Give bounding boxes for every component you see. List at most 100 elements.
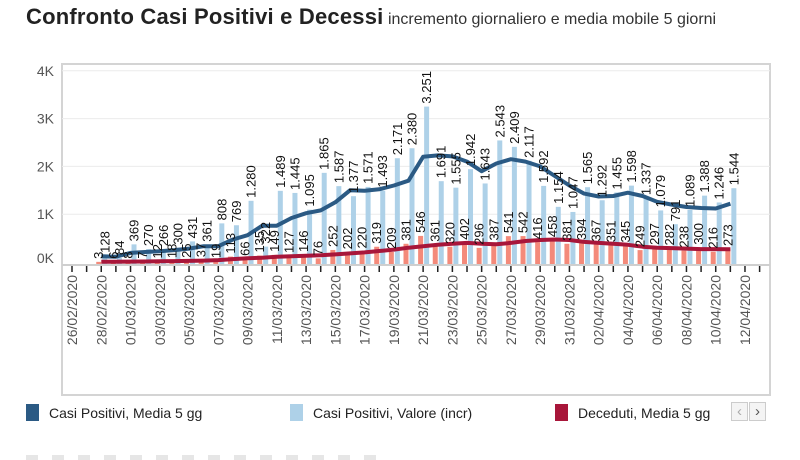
chart-title-block: Confronto Casi Positivi e Decessi increm… xyxy=(26,6,766,31)
bar-positivi xyxy=(175,247,181,264)
data-label-positivi: 1.493 xyxy=(375,155,390,188)
data-label-positivi: 1.691 xyxy=(434,146,449,179)
data-label-deceduti: 367 xyxy=(589,220,604,242)
bar-deceduti xyxy=(622,245,628,264)
bar-deceduti xyxy=(491,243,497,264)
data-label-positivi: 1.643 xyxy=(478,148,493,181)
data-label-deceduti: 6 xyxy=(106,251,121,258)
bar-deceduti xyxy=(330,249,336,264)
data-label-positivi: 270 xyxy=(141,224,156,246)
bar-deceduti xyxy=(637,250,643,264)
data-label-deceduti: 282 xyxy=(662,224,677,246)
x-tick-label: 19/03/2020 xyxy=(386,275,402,345)
data-label-deceduti: 8 xyxy=(121,251,136,258)
chevron-right-icon: › xyxy=(755,403,760,420)
legend-label-pos-avg: Casi Positivi, Media 5 gg xyxy=(49,404,203,421)
data-label-deceduti: 541 xyxy=(501,211,516,233)
bar-positivi xyxy=(585,187,591,264)
bar-positivi xyxy=(687,209,693,264)
data-label-positivi: 1.587 xyxy=(331,151,346,184)
bar-deceduti xyxy=(462,242,468,264)
bar-positivi xyxy=(307,209,313,264)
data-label-deceduti: 146 xyxy=(296,230,311,252)
bar-positivi xyxy=(614,192,620,264)
bar-deceduti xyxy=(520,236,526,264)
bar-deceduti xyxy=(403,243,409,264)
x-tick-label: 26/02/2020 xyxy=(64,275,80,345)
bar-positivi xyxy=(555,206,561,264)
x-tick-label: 23/03/2020 xyxy=(444,275,460,345)
data-label-deceduti: 361 xyxy=(428,220,443,242)
data-label-positivi: 322 xyxy=(258,222,273,244)
data-label-deceduti: 220 xyxy=(355,227,370,249)
bar-positivi xyxy=(541,185,547,264)
data-label-deceduti: 66 xyxy=(238,241,253,255)
x-tick-label: 07/03/2020 xyxy=(210,275,226,345)
bar-positivi xyxy=(292,192,298,264)
data-label-positivi: 1.544 xyxy=(726,153,741,186)
legend-label-death-avg: Deceduti, Media 5 gg xyxy=(578,404,711,421)
legend-item-pos-bar[interactable]: Casi Positivi, Valore (incr) xyxy=(290,404,472,421)
bar-deceduti xyxy=(242,258,248,264)
bar-positivi xyxy=(438,181,444,264)
data-label-positivi: 1.592 xyxy=(536,150,551,183)
data-label-positivi: 1.388 xyxy=(697,160,712,193)
chevron-left-icon: ‹ xyxy=(737,403,742,420)
legend-prev-button[interactable]: ‹ xyxy=(731,402,748,421)
legend-swatch-death-avg xyxy=(555,404,568,421)
data-label-deceduti: 297 xyxy=(647,223,662,245)
x-tick-label: 11/03/2020 xyxy=(269,275,285,344)
legend-label-pos-bar: Casi Positivi, Valore (incr) xyxy=(313,404,473,421)
legend-item-pos-avg[interactable]: Casi Positivi, Media 5 gg xyxy=(26,404,202,421)
data-label-deceduti: 149 xyxy=(267,230,282,252)
data-label-positivi: 1.455 xyxy=(609,157,624,190)
x-tick-label: 25/03/2020 xyxy=(474,275,490,345)
data-label-deceduti: 127 xyxy=(281,231,296,253)
y-tick-label: 3K xyxy=(37,111,55,127)
data-label-deceduti: 202 xyxy=(340,228,355,250)
data-label-positivi: 2.171 xyxy=(390,123,405,156)
bar-positivi xyxy=(702,195,708,264)
bar-deceduti xyxy=(447,246,453,264)
data-label-deceduti: 402 xyxy=(457,218,472,240)
bar-deceduti xyxy=(271,254,277,264)
data-label-positivi: 2.117 xyxy=(522,126,537,158)
x-tick-label: 02/04/2020 xyxy=(591,275,607,345)
data-label-positivi: 1.246 xyxy=(712,167,727,200)
bar-deceduti xyxy=(535,242,541,264)
x-tick-label: 09/03/2020 xyxy=(240,275,256,345)
legend-swatch-pos-bar xyxy=(290,404,303,421)
bar-deceduti xyxy=(696,247,702,264)
x-tick-label: 12/04/2020 xyxy=(737,275,753,345)
legend-next-button[interactable]: › xyxy=(749,402,766,421)
data-label-deceduti: 25 xyxy=(179,243,194,257)
bar-deceduti xyxy=(344,252,350,264)
x-tick-label: 10/04/2020 xyxy=(708,275,724,345)
bar-positivi xyxy=(497,140,503,264)
line-positivi-media xyxy=(101,153,732,259)
legend-item-death-avg[interactable]: Deceduti, Media 5 gg xyxy=(555,404,730,421)
data-label-positivi: 1.571 xyxy=(361,151,376,184)
data-label-deceduti: 387 xyxy=(486,219,501,241)
bar-deceduti xyxy=(710,251,716,264)
x-tick-label: 28/02/2020 xyxy=(93,275,109,345)
bar-positivi xyxy=(599,200,605,264)
data-label-deceduti: 319 xyxy=(369,222,384,244)
legend: Casi Positivi, Media 5 gg Casi Positivi,… xyxy=(0,398,800,428)
bar-positivi xyxy=(394,158,400,264)
bar-positivi xyxy=(321,172,327,264)
bar-deceduti xyxy=(213,261,219,264)
data-label-positivi: 2.409 xyxy=(507,111,522,144)
bar-positivi xyxy=(643,198,649,264)
bar-positivi xyxy=(731,188,737,264)
data-label-deceduti: 381 xyxy=(398,219,413,241)
bar-deceduti xyxy=(549,240,555,264)
bar-deceduti xyxy=(315,258,321,264)
data-label-positivi: 1.445 xyxy=(287,157,302,190)
data-label-positivi: 1.555 xyxy=(448,152,463,185)
data-label-positivi: 1.489 xyxy=(273,155,288,188)
data-label-positivi: 1.292 xyxy=(595,165,610,198)
bar-deceduti xyxy=(432,244,438,264)
data-label-positivi: 1.865 xyxy=(317,137,332,170)
